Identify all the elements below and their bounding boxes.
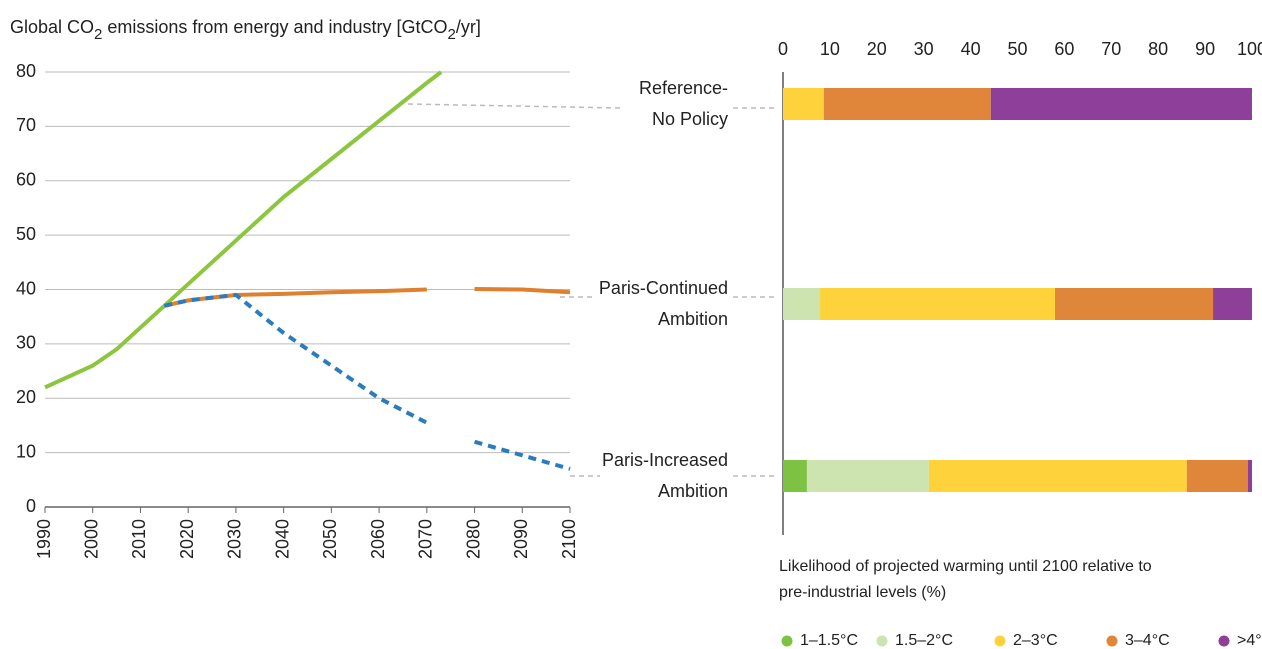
legend-label: >4°C [1237,632,1262,649]
x-tick-label: 2060 [368,519,388,559]
x-tick-label: 2070 [416,519,436,559]
category-label: No Policy [652,109,728,129]
y-tick-label: 10 [16,441,36,461]
x-tick-label: 0 [778,39,788,59]
legend-label: 1–1.5°C [800,632,858,649]
x-tick-label: 70 [1101,39,1121,59]
bar-segment [928,460,1187,492]
x-tick-label: 40 [961,39,981,59]
bar-segment [783,88,824,120]
x-tick-label: 20 [867,39,887,59]
x-tick-label: 80 [1148,39,1168,59]
y-tick-label: 60 [16,170,36,190]
bar-segment [820,288,1056,320]
x-tick-label: 30 [914,39,934,59]
category-label: Ambition [658,481,728,501]
x-tick-label: 2010 [129,519,149,559]
bar-segment [783,460,807,492]
connector [407,103,775,109]
x-tick-label: 2050 [320,519,340,559]
title-part: emissions from energy and industry [GtCO [102,17,447,37]
x-tick-label: 2000 [81,519,101,559]
legend-label: 2–3°C [1013,632,1058,649]
bar-segment [990,88,1252,120]
category-label: Paris-Continued [599,278,728,298]
y-tick-label: 20 [16,387,36,407]
title-part: /yr] [456,17,481,37]
title-sub: 2 [448,26,456,43]
legend-label: 3–4°C [1125,632,1170,649]
bar-segment [783,288,821,320]
x-tick-label: 2090 [511,519,531,559]
chart-title: Global CO2 emissions from energy and ind… [10,17,481,43]
x-tick-label: 50 [1007,39,1027,59]
y-tick-label: 80 [16,61,36,81]
x-tick-label: 2020 [177,519,197,559]
category-label: Ambition [658,309,728,329]
x-tick-label: 2030 [225,519,245,559]
bar-segment [1055,288,1214,320]
bar-segment [1213,288,1252,320]
bar-segment [1186,460,1248,492]
legend-marker [1218,635,1230,647]
category-label: Reference- [639,78,728,98]
x-tick-label: 2080 [463,519,483,559]
x-tick-label: 2040 [272,519,292,559]
x-axis-label: Likelihood of projected warming until 21… [779,558,1152,575]
x-tick-label: 60 [1054,39,1074,59]
y-tick-label: 70 [16,115,36,135]
legend-marker [781,635,793,647]
bar-segment [1247,460,1252,492]
series-line [44,70,443,390]
y-tick-label: 0 [26,496,36,516]
title-sub: 2 [94,26,102,43]
bar-segment [823,88,991,120]
y-tick-label: 30 [16,333,36,353]
legend-marker [994,635,1006,647]
x-axis-label: pre-industrial levels (%) [779,584,946,601]
category-label: Paris-Increased [602,450,728,470]
series-line [163,292,571,471]
y-tick-label: 40 [16,278,36,298]
y-tick-label: 50 [16,224,36,244]
x-tick-label: 1990 [34,519,54,559]
legend-marker [876,635,888,647]
x-tick-label: 100 [1237,39,1262,59]
x-tick-label: 10 [820,39,840,59]
bar-segment [806,460,929,492]
legend-marker [1106,635,1118,647]
legend-label: 1.5–2°C [895,632,953,649]
x-tick-label: 2100 [559,519,579,559]
title-part: Global CO [10,17,94,37]
x-tick-label: 90 [1195,39,1215,59]
